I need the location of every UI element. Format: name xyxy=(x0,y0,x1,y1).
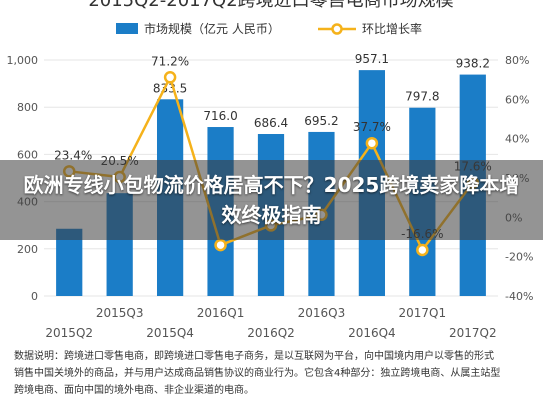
left-tick-label: 800 xyxy=(17,101,38,114)
left-tick-label: 200 xyxy=(17,243,38,256)
x-tick-label: 2016Q2 xyxy=(247,326,295,340)
growth-marker xyxy=(163,71,177,84)
legend-line-marker xyxy=(331,23,343,35)
data-note-line-1: 数据说明：跨境进口零售电商，即跨境进口零售电子商务，是以互联网为平台，向中国境内… xyxy=(14,351,494,362)
data-note: 数据说明：跨境进口零售电商，即跨境进口零售电子商务，是以互联网为平台，向中国境内… xyxy=(14,348,532,399)
x-tick-label: 2016Q3 xyxy=(298,306,346,320)
x-tick-label: 2015Q2 xyxy=(45,326,93,340)
bar-value-label: 716.0 xyxy=(203,109,237,123)
x-axis-ticks: 2015Q3 2016Q1 2016Q3 2017Q1 2015Q2 2015Q4 2016… xyxy=(45,306,496,340)
bar-value-label: 686.4 xyxy=(254,116,288,130)
growth-value-label: 71.2% xyxy=(151,54,189,68)
bar-value-label: 938.2 xyxy=(456,57,490,71)
growth-marker xyxy=(214,238,227,252)
x-tick-label: 2016Q4 xyxy=(348,326,396,340)
legend: 市场规模（亿元 人民币） 环比增长率 xyxy=(116,21,422,36)
banner-text: 欧洲专线小包物流价格居高不下？2025跨境卖家降本增效终极指南 xyxy=(23,173,520,227)
bar-value-label: 957.1 xyxy=(355,52,389,66)
bar-value-label: 695.2 xyxy=(304,114,338,128)
legend-line-label: 环比增长率 xyxy=(362,21,422,36)
growth-marker xyxy=(365,136,379,150)
promo-banner[interactable]: 欧洲专线小包物流价格居高不下？2025跨境卖家降本增效终极指南 xyxy=(0,160,543,240)
x-tick-label: 2015Q4 xyxy=(146,326,194,340)
left-tick-label: 600 xyxy=(17,148,38,161)
data-note-line-2: 销售中国关境外的商品，并与用户达成商品销售协议的商业行为。它包含4种部分：独立跨… xyxy=(14,368,501,379)
x-tick-label: 2017Q1 xyxy=(399,306,447,320)
growth-value-label: 37.7% xyxy=(353,120,391,134)
growth-value-label: 23.4% xyxy=(54,148,92,162)
x-tick-label: 2016Q1 xyxy=(197,306,245,320)
legend-bar-label: 市场规模（亿元 人民币） xyxy=(144,21,280,36)
right-tick-label: 60% xyxy=(505,93,529,106)
x-tick-label: 2015Q3 xyxy=(96,306,144,320)
right-tick-label: 80% xyxy=(505,54,529,67)
chart-title: 2015Q2-2017Q2跨境进口零售电商市场规模 xyxy=(88,0,453,11)
growth-marker xyxy=(416,243,429,257)
legend-bar-swatch xyxy=(116,23,138,34)
x-tick-label: 2017Q2 xyxy=(449,326,497,340)
right-tick-label: -20% xyxy=(505,251,533,264)
right-tick-label: 40% xyxy=(505,133,529,146)
right-tick-label: -40% xyxy=(505,290,533,303)
bar-value-label: 797.8 xyxy=(405,90,439,104)
left-tick-label: 1,000 xyxy=(7,54,39,67)
left-tick-label: 0 xyxy=(31,290,38,303)
data-note-line-3: 跨境电商、面向中国的境外电商、非企业渠道的电商。 xyxy=(14,385,254,396)
